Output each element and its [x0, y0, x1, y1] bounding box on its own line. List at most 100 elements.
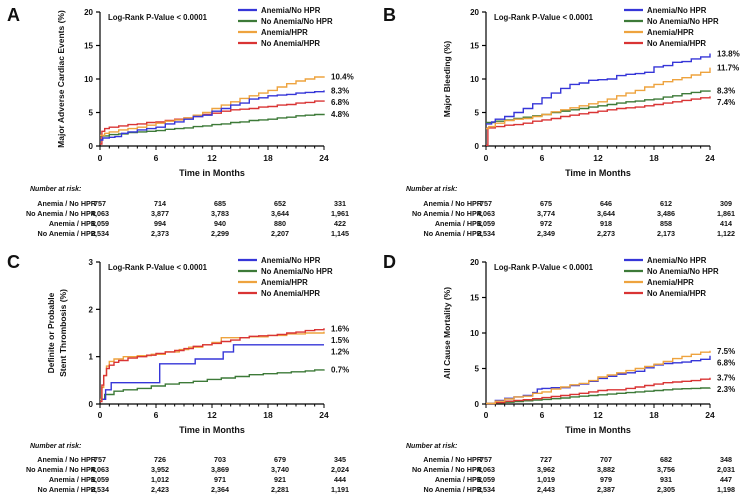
at-risk-value: 880	[274, 219, 286, 228]
at-risk-value: 2,305	[657, 485, 675, 494]
y-axis-title: All Cause Mortality (%)	[442, 287, 452, 379]
end-label: 2.3%	[717, 385, 735, 394]
at-risk-value: 921	[274, 475, 286, 484]
at-risk-row-label: No Anemia / No HPR	[412, 209, 483, 218]
end-label: 7.5%	[717, 347, 735, 356]
curve-no_anemia_no_hpr	[100, 369, 325, 400]
curve-anemia_hpr	[486, 67, 711, 130]
at-risk-value: 931	[660, 475, 672, 484]
panel-major-bleeding: 0 5 10 15 20 Major Bleeding (%) 0 6 12 18 24 Time i…	[376, 0, 752, 247]
at-risk-value: 3,756	[657, 465, 675, 474]
at-risk-value: 331	[334, 199, 346, 208]
curve-anemia_no_hpr	[100, 344, 324, 400]
y-axis-title: Stent Thrombosis (%)	[58, 289, 68, 377]
legend-label-no_anemia_hpr: No Anemia/HPR	[261, 39, 320, 48]
at-risk-value: 3,740	[271, 465, 289, 474]
x-axis-title: Time in Months	[565, 425, 631, 435]
at-risk-value: 447	[720, 475, 732, 484]
at-risk-value: 422	[334, 219, 346, 228]
curve-no_anemia_hpr	[486, 377, 711, 405]
x-tick-label: 0	[484, 153, 489, 163]
x-tick-label: 0	[98, 153, 103, 163]
at-risk-value: 4,063	[477, 209, 495, 218]
y-tick-label: 20	[470, 258, 479, 267]
at-risk-value: 757	[480, 199, 492, 208]
x-tick-label: 24	[705, 153, 715, 163]
at-risk-value: 1,198	[717, 485, 735, 494]
x-tick-label: 18	[263, 410, 273, 420]
at-risk-row-label: No Anemia / No HPR	[412, 465, 483, 474]
at-risk-value: 309	[720, 199, 732, 208]
at-risk-value: 2,349	[537, 229, 555, 238]
at-risk-value: 3,962	[537, 465, 555, 474]
at-risk-value: 858	[660, 219, 672, 228]
at-risk-row-label: No Anemia / No HPR	[26, 209, 97, 218]
end-label: 6.8%	[717, 358, 735, 367]
x-tick-label: 0	[98, 410, 103, 420]
at-risk-value: 994	[154, 219, 166, 228]
legend-label-anemia_no_hpr: Anemia/No HPR	[647, 256, 707, 265]
end-label: 8.3%	[717, 86, 735, 95]
legend-label-anemia_no_hpr: Anemia/No HPR	[647, 6, 707, 15]
x-tick-label: 12	[593, 410, 603, 420]
y-axis-title: Major Bleeding (%)	[442, 41, 452, 118]
at-risk-row-label: No Anemia / HPR	[38, 229, 97, 238]
at-risk-value: 727	[540, 455, 552, 464]
at-risk-value: 646	[600, 199, 612, 208]
at-risk-value: 1,861	[717, 209, 735, 218]
at-risk-value: 1,019	[537, 475, 555, 484]
end-label: 8.3%	[331, 86, 349, 95]
x-axis-title: Time in Months	[179, 425, 245, 435]
end-label: 11.7%	[717, 64, 739, 73]
y-tick-label: 15	[470, 42, 479, 51]
at-risk-value: 971	[214, 475, 226, 484]
at-risk-value: 726	[154, 455, 166, 464]
end-label: 1.5%	[331, 336, 349, 345]
legend-label-anemia_no_hpr: Anemia/No HPR	[261, 256, 321, 265]
number-at-risk-header: Number at risk:	[406, 443, 457, 450]
at-risk-value: 652	[274, 199, 286, 208]
x-tick-label: 6	[154, 410, 159, 420]
at-risk-value: 2,443	[537, 485, 555, 494]
x-tick-label: 18	[649, 153, 659, 163]
at-risk-value: 2,299	[211, 229, 229, 238]
curve-no_anemia_hpr	[486, 96, 711, 146]
at-risk-value: 2,534	[91, 229, 109, 238]
panel-label-D: D	[383, 252, 396, 272]
panel-svg-A: 0 5 10 15 20 Major Adverse Cardiac Events (%)…	[26, 6, 354, 238]
y-axis-title: Major Adverse Cardiac Events (%)	[56, 10, 66, 148]
at-risk-value: 4,063	[477, 465, 495, 474]
panel-stent-thrombosis: 0 1 2 3 Definite or Probable Stent Thrombosis…	[0, 248, 376, 495]
at-risk-value: 1,012	[151, 475, 169, 484]
legend-label-no_anemia_no_hpr: No Anemia/No HPR	[647, 17, 719, 26]
y-tick-label: 5	[475, 109, 480, 118]
at-risk-value: 414	[720, 219, 732, 228]
x-tick-label: 18	[263, 153, 273, 163]
y-tick-label: 10	[470, 75, 479, 84]
number-at-risk-header: Number at risk:	[30, 186, 81, 193]
y-tick-label: 15	[84, 42, 93, 51]
number-at-risk-header: Number at risk:	[30, 443, 81, 450]
at-risk-row-label: Anemia / HPR	[49, 475, 97, 484]
at-risk-value: 2,031	[717, 465, 735, 474]
y-tick-label: 0	[475, 142, 480, 151]
x-tick-label: 6	[540, 410, 545, 420]
at-risk-row-label: Anemia / No HPR	[37, 199, 97, 208]
panel-label-B: B	[383, 5, 396, 25]
y-tick-label: 0	[89, 400, 94, 409]
at-risk-value: 703	[214, 455, 226, 464]
number-at-risk-header: Number at risk:	[406, 186, 457, 193]
at-risk-value: 2,207	[271, 229, 289, 238]
x-axis-title: Time in Months	[565, 168, 631, 178]
x-tick-label: 24	[705, 410, 715, 420]
at-risk-value: 972	[540, 219, 552, 228]
at-risk-value: 1,059	[477, 219, 495, 228]
curve-no_anemia_hpr	[100, 100, 325, 145]
curve-no_anemia_no_hpr	[486, 90, 711, 124]
at-risk-value: 2,281	[271, 485, 289, 494]
end-label: 13.8%	[717, 50, 740, 59]
legend-label-no_anemia_hpr: No Anemia/HPR	[647, 39, 706, 48]
curve-anemia_hpr	[486, 350, 711, 404]
y-tick-label: 0	[475, 400, 480, 409]
